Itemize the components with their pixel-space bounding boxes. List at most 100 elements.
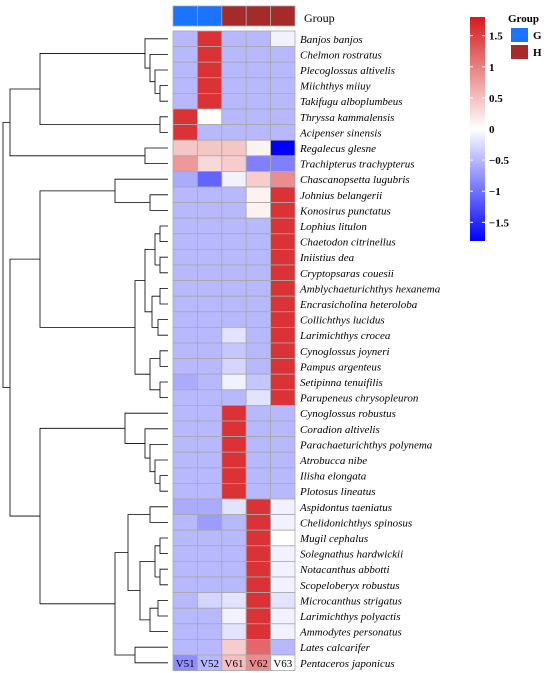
dendrogram-branch	[159, 475, 168, 492]
heatmap-cell	[172, 342, 198, 360]
heatmap-cell	[221, 30, 247, 48]
heatmap-cell	[196, 46, 223, 63]
heatmap-cell	[196, 233, 223, 250]
heatmap-cell	[172, 108, 198, 126]
heatmap-cell	[221, 326, 247, 344]
row-label: Notacanthus abbotti	[299, 564, 390, 576]
row-label: Banjos banjos	[300, 34, 363, 46]
row-label: Ilisha elongata	[299, 471, 367, 483]
column-labels: V51 V52 V61 V62 V63	[176, 658, 293, 670]
heatmap-cell	[245, 498, 271, 516]
heatmap-cell	[172, 529, 198, 547]
heatmap-cell	[245, 592, 271, 609]
heatmap-cell	[221, 639, 247, 656]
heatmap-cell	[221, 451, 247, 469]
row-label: Konosirus punctatus	[299, 205, 391, 217]
heatmap-cell	[221, 545, 247, 562]
dendrogram-branch	[149, 607, 168, 632]
heatmap-cell	[245, 264, 271, 282]
row-label: Parupeneus chrysopleuron	[299, 393, 419, 405]
dendrogram-branch	[149, 194, 168, 211]
colorbar-tick-label: 1	[489, 62, 495, 74]
heatmap-cell	[245, 404, 271, 422]
dendrogram-branch	[114, 178, 168, 203]
heatmap-cell	[245, 46, 271, 63]
heatmap-cell	[245, 233, 271, 250]
dendrogram-branch	[127, 514, 150, 592]
heatmap-cell	[270, 217, 296, 235]
dendrogram-branch	[159, 350, 168, 367]
heatmap-cell	[196, 30, 223, 48]
heatmap-cell	[270, 202, 296, 219]
heatmap-cell	[196, 77, 223, 94]
heatmap-cell	[245, 311, 271, 328]
heatmap-cell	[172, 358, 198, 375]
heatmap-cell	[196, 576, 223, 594]
heatmap-cell	[196, 155, 223, 172]
heatmap-cell	[196, 170, 223, 188]
heatmap-cell	[245, 295, 271, 313]
heatmap-cell	[270, 623, 296, 640]
heatmap-cell	[172, 93, 198, 110]
dendrogram-branch	[39, 53, 160, 125]
heatmap-cell	[172, 248, 198, 266]
heatmap-cell	[270, 654, 296, 672]
heatmap-cell	[270, 482, 296, 500]
heatmap-cell	[270, 170, 296, 188]
heatmap-cell	[221, 295, 247, 313]
row-label: Lates calcarifer	[299, 642, 371, 654]
row-label: Encrasicholina heteroloba	[299, 299, 418, 311]
heatmap-cell	[270, 233, 296, 250]
color-legend: 1.5 1 0.5 0 −0.5 −1 −1.5	[470, 17, 510, 241]
heatmap-cell	[270, 561, 296, 578]
row-label: Setipinna tenuifilis	[300, 377, 383, 389]
heatmap-cell	[196, 186, 223, 204]
group-cell	[196, 5, 223, 27]
row-label: Miichthys miiuy	[299, 81, 371, 93]
dendrogram-branch	[2, 122, 10, 389]
heatmap-cell	[245, 623, 271, 640]
heatmap-cell	[270, 404, 296, 422]
heatmap-cell	[221, 529, 247, 547]
heatmap-cell	[245, 217, 271, 235]
heatmap-cell	[221, 482, 247, 500]
row-label: Iniistius dea	[299, 252, 355, 264]
heatmap-cell	[172, 389, 198, 406]
heatmap-cell	[221, 514, 247, 531]
heatmap-cell	[270, 46, 296, 63]
heatmap-cell	[270, 545, 296, 562]
heatmap-cell	[245, 451, 271, 469]
group-cell	[270, 5, 296, 27]
heatmap-cell	[245, 326, 271, 344]
row-label: Chascanopsetta lugubris	[300, 174, 410, 186]
group-legend-title: Group	[508, 13, 539, 25]
heatmap-cell	[245, 108, 271, 126]
row-label: Amblychaeturichthys hexanema	[299, 283, 441, 295]
heatmap-cell	[172, 607, 198, 625]
heatmap-cell	[245, 545, 271, 562]
dendrogram-branch	[157, 319, 168, 336]
heatmap-cell	[221, 498, 247, 516]
heatmap-cell	[221, 592, 247, 609]
heatmap-cell	[172, 576, 198, 594]
heatmap-cell	[196, 545, 223, 562]
dendrogram-branch	[149, 506, 168, 523]
heatmap-cell	[245, 358, 271, 375]
heatmap-cell	[196, 498, 223, 516]
heatmap-cell	[245, 93, 271, 110]
heatmap-cell	[221, 46, 247, 63]
heatmap-cell	[221, 623, 247, 640]
colorbar-ticks: 1.5 1 0.5 0 −0.5 −1 −1.5	[470, 31, 510, 229]
colorbar	[470, 17, 485, 241]
heatmap-cell	[172, 202, 198, 219]
heatmap-cell	[270, 467, 296, 484]
heatmap-cell	[196, 467, 223, 484]
heatmap-cell	[245, 389, 271, 406]
heatmap-cell	[196, 514, 223, 531]
heatmap-cell	[245, 436, 271, 453]
dendrogram-branch	[134, 280, 150, 375]
row-label: Regalecus glesne	[299, 143, 376, 155]
group-legend-label: H	[533, 47, 542, 59]
heatmap-cell	[172, 373, 198, 391]
